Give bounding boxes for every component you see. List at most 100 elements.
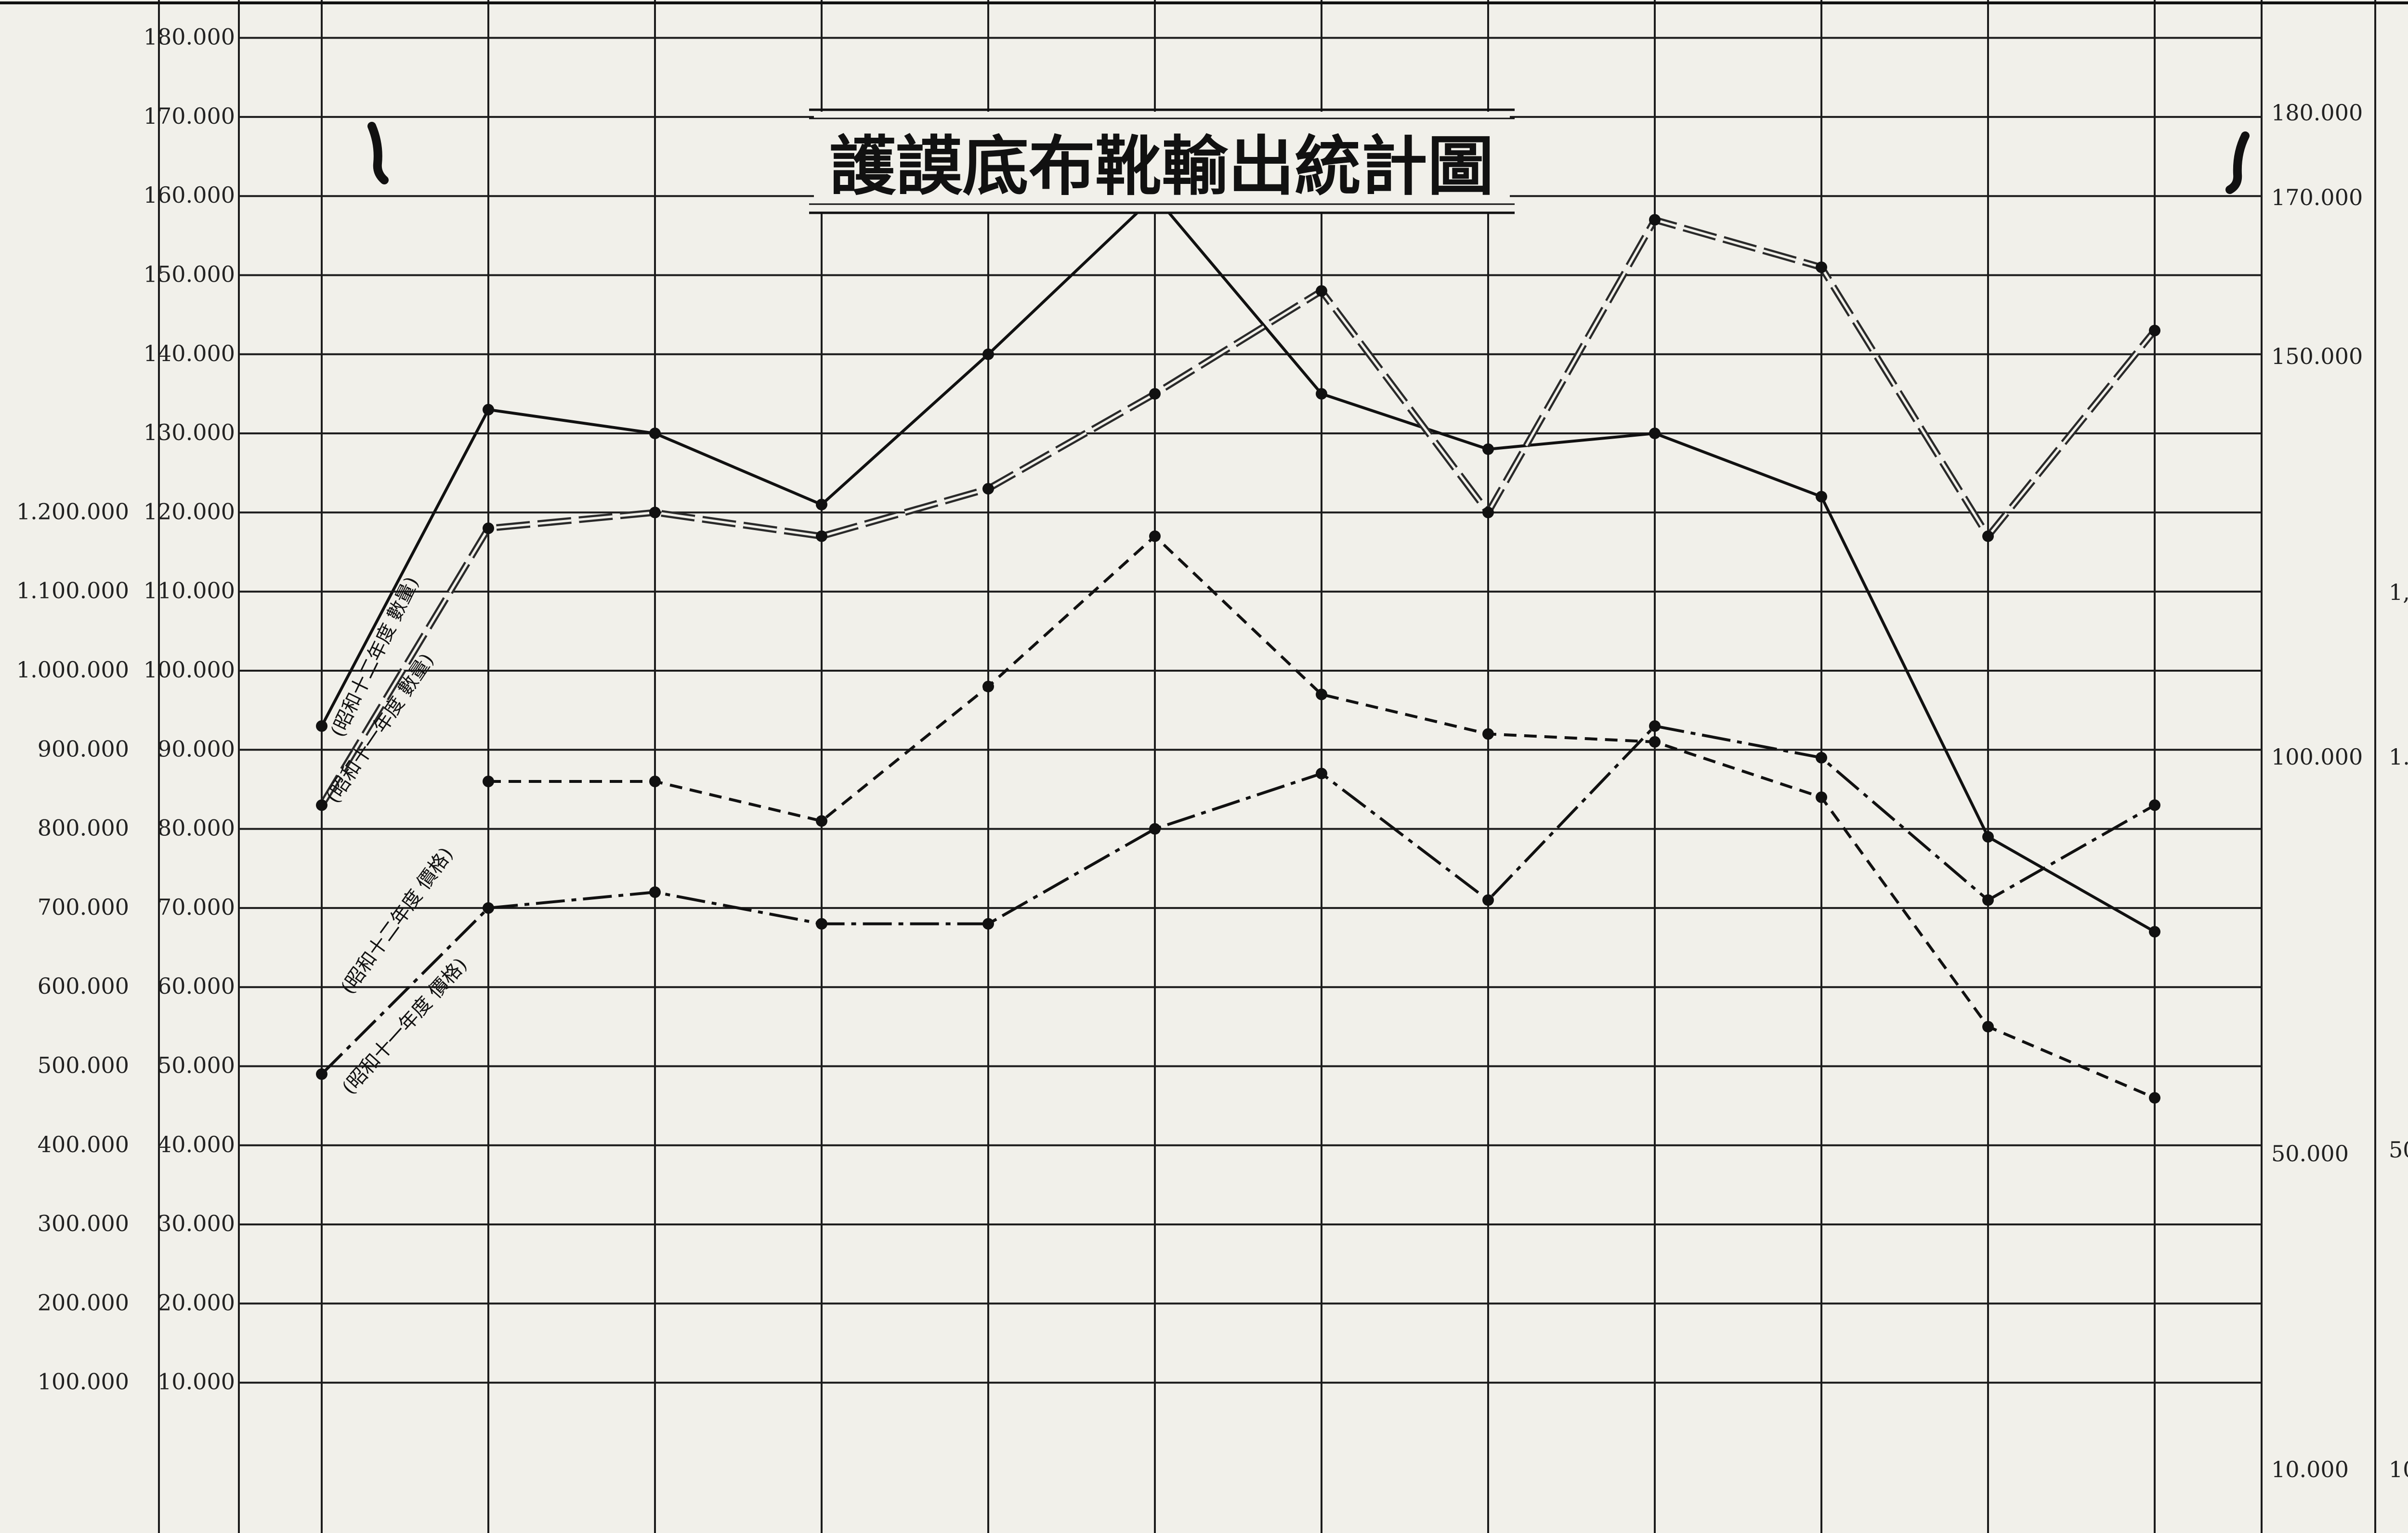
inner-left-tick-label: 120.000 [144,498,235,524]
data-point [982,483,994,495]
data-point [1316,767,1327,779]
data-point [2149,799,2160,811]
data-point [1649,736,1661,748]
series-line-inner [320,219,2156,806]
inner-left-tick-label: 50.000 [157,1052,235,1078]
inner-right-tick-label: 100.000 [2271,744,2363,770]
inner-left-tick-label: 40.000 [157,1131,235,1157]
inner-left-tick-label: 150.000 [144,261,235,287]
data-point [483,403,494,416]
data-point [1316,689,1327,701]
data-point [816,498,827,510]
data-point [1816,791,1827,803]
data-point [816,918,827,930]
data-point [649,776,661,788]
inner-left-tick-label: 80.000 [157,815,235,841]
data-point [2149,926,2160,938]
outer-left-tick-label: 500.000 [38,1052,129,1078]
data-point [816,815,827,827]
series-group [316,190,2160,1104]
outer-left-tick-label: 600.000 [38,973,129,999]
inner-left-tick-label: 30.000 [157,1210,235,1236]
data-point [982,680,994,692]
inner-left-tick-label: 170.000 [144,103,235,129]
title-background [814,112,1510,214]
series-3 [316,720,2160,1080]
series-1 [316,214,2160,811]
inner-right-tick-label: 50.000 [2271,1141,2349,1167]
data-point [649,886,661,898]
inner-right-tick-label: 150.000 [2271,343,2363,369]
inner-left-tick-label: 60.000 [157,973,235,999]
hook-mark-left [367,122,389,184]
inner-left-tick-label: 160.000 [144,182,235,208]
inner-left-tick-label: 90.000 [157,736,235,762]
inner-left-tick-label: 110.000 [144,578,235,604]
data-point [982,918,994,930]
inner-left-tick-label: 70.000 [157,894,235,920]
inner-left-tick-label: 130.000 [144,419,235,445]
title-block: 護謨底布靴輸出統計圖 [809,108,1515,214]
data-point [1482,728,1494,740]
outer-left-tick-label: 400.000 [38,1131,129,1157]
outer-right-tick-label: 1,200.000 [2389,579,2408,605]
data-point [1816,752,1827,764]
chart-title: 護謨底布靴輸出統計圖 [829,128,1494,204]
data-point [1982,894,1994,906]
inner-left-tick-label: 100.000 [144,657,235,683]
inner-left-tick-label: 180.000 [144,24,235,50]
outer-left-tick-label: 1.000.000 [16,657,129,683]
data-point [1149,823,1161,835]
data-point [1649,214,1661,226]
outer-left-tick-label: 800.000 [38,815,129,841]
outer-right-tick-label: 1.000.000 [2389,744,2408,770]
data-point [2149,325,2160,337]
series-line [320,725,2156,1076]
data-point [649,507,661,519]
data-point [1982,1021,1994,1033]
data-point [1649,720,1661,732]
data-point [316,799,327,811]
data-point [1816,491,1827,503]
outer-right-tick-label: 100.000 [2389,1456,2408,1482]
hook-mark-right [2225,131,2250,194]
data-point [316,720,327,732]
outer-left-tick-label: 1.200.000 [16,498,129,524]
outer-left-tick-label: 200.000 [38,1289,129,1315]
data-point [483,522,494,534]
data-point [1316,388,1327,400]
series-2 [483,530,2160,1104]
data-point [1816,261,1827,273]
data-point [1982,831,1994,843]
inner-right-tick-label: 170.000 [2271,184,2363,210]
data-point [316,1068,327,1080]
inner-right-tick-label: 10.000 [2271,1456,2349,1482]
series-0 [316,190,2160,938]
outer-left-tick-label: 1.100.000 [16,578,129,604]
series-line [320,195,2156,933]
outer-left-tick-label: 300.000 [38,1210,129,1236]
data-point [816,530,827,542]
data-point [483,776,494,788]
data-point [483,902,494,914]
data-point [1982,530,1994,542]
data-point [1482,894,1494,906]
inner-left-tick-label: 20.000 [157,1289,235,1315]
data-point [1649,428,1661,440]
data-point [982,348,994,360]
inner-left-tick-label: 10.000 [157,1369,235,1395]
outer-left-tick-label: 900.000 [38,736,129,762]
data-point [1316,285,1327,297]
data-point [1149,388,1161,400]
inner-right-tick-label: 180.000 [2271,100,2363,126]
data-point [1482,443,1494,455]
outer-left-tick-label: 100.000 [38,1369,129,1395]
axis-ticks: 10.000 20.000 30.000 40.000 50.000 60.000 70.0… [16,24,2408,1482]
outer-left-tick-label: 700.000 [38,894,129,920]
data-point [1482,507,1494,519]
data-point [649,428,661,440]
data-point [2149,1092,2160,1104]
inner-left-tick-label: 140.000 [144,340,235,366]
